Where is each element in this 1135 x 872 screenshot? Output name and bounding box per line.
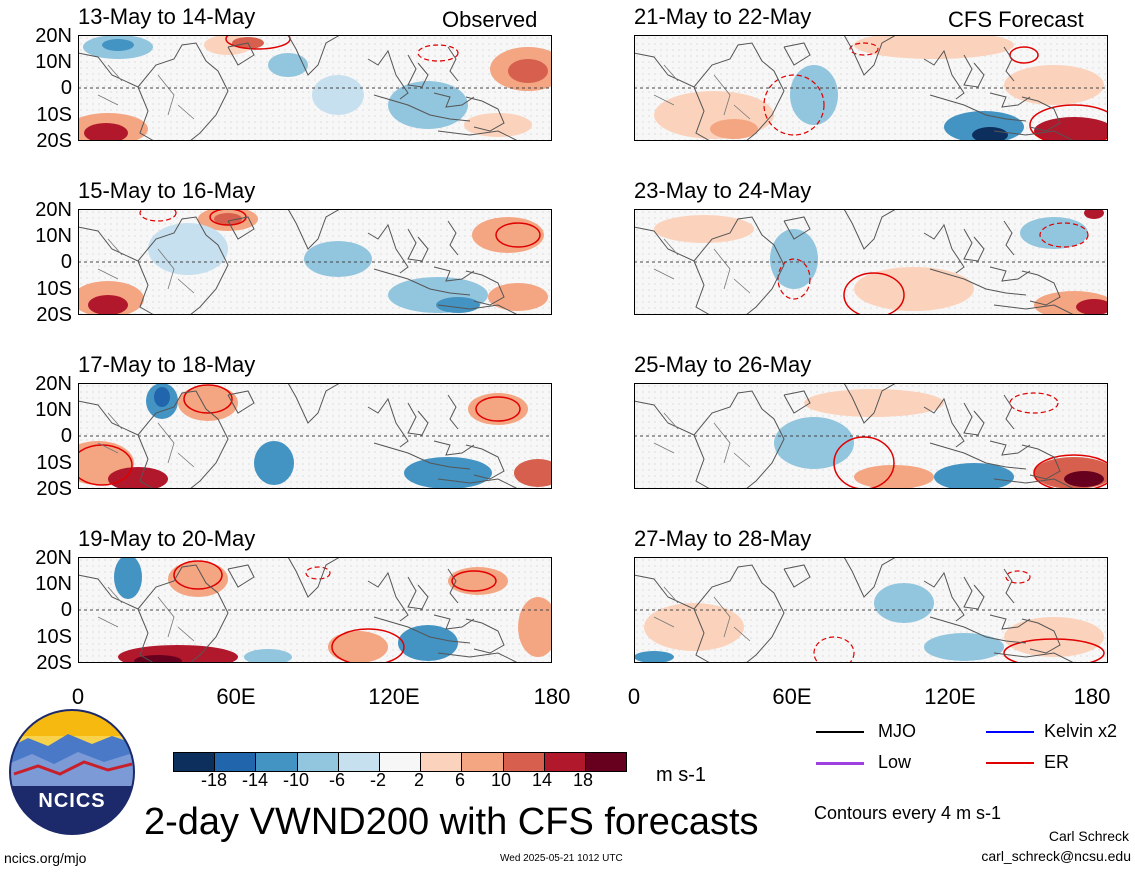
colorbar-tick: 18: [572, 770, 594, 790]
lat-label: 20N: [35, 199, 72, 221]
panel-title-forecast-1: 21-May to 22-May: [634, 4, 812, 29]
lat-label: 0: [60, 425, 72, 447]
lat-label: 20N: [35, 373, 72, 395]
legend-line-mjo: [816, 731, 864, 733]
map-panel-observed-1: [78, 35, 552, 141]
colorbar-swatch: [379, 753, 422, 771]
colorbar-swatch: [297, 753, 339, 771]
map-panel-observed-2: [78, 209, 552, 315]
lat-label: 0: [60, 599, 72, 621]
colorbar-tick: -10: [282, 770, 309, 790]
colorbar-swatch: [503, 753, 545, 771]
lat-label: 10S: [36, 278, 72, 300]
legend-line-er: [986, 762, 1034, 764]
footer-timestamp: Wed 2025-05-21 1012 UTC: [500, 853, 623, 864]
lat-label: 20S: [36, 130, 72, 152]
colorbar-swatch: [256, 753, 298, 771]
lat-label: 0: [60, 251, 72, 273]
legend-label-er: ER: [1044, 752, 1070, 772]
colorbar-swatch: [421, 753, 463, 771]
map-frame: [634, 209, 1108, 315]
legend-label-mjo: MJO: [878, 721, 916, 741]
ncics-logo: NCICS: [8, 708, 136, 836]
map-panel-observed-4: [78, 557, 552, 663]
panel-title-observed-4: 19-May to 20-May: [78, 526, 256, 551]
map-frame: [78, 557, 552, 663]
colorbar-swatch: [215, 753, 257, 771]
figure-title: 2-day VWND200 with CFS forecasts: [144, 801, 759, 843]
legend-label-low: Low: [878, 752, 912, 772]
panel-title-observed-2: 15-May to 16-May: [78, 178, 256, 203]
lat-label: 10N: [35, 573, 72, 595]
lat-label: 20S: [36, 304, 72, 326]
panel-title-observed-1: 13-May to 14-May: [78, 4, 256, 29]
colorbar-swatch: [174, 753, 216, 771]
lon-label: 60E: [772, 684, 812, 709]
panel-title-forecast-3: 25-May to 26-May: [634, 352, 812, 377]
lat-label: 0: [60, 77, 72, 99]
panel-title-forecast-4: 27-May to 28-May: [634, 526, 812, 551]
map-panel-forecast-1: [634, 35, 1108, 141]
lat-label: 10N: [35, 51, 72, 73]
contour-note: Contours every 4 m s-1: [814, 803, 1002, 823]
map-panel-forecast-4: [634, 557, 1108, 663]
colorbar-swatch: [585, 753, 627, 771]
map-panel-observed-3: [78, 383, 552, 489]
lat-label: 20N: [35, 547, 72, 569]
colorbar-tick: -6: [328, 770, 345, 790]
lat-label: 20N: [35, 25, 72, 47]
lat-label: 10S: [36, 626, 72, 648]
map-panel-forecast-3: [634, 383, 1108, 489]
logo-text: NCICS: [38, 790, 106, 812]
colorbar-swatch: [544, 753, 586, 771]
map-frame: [634, 557, 1108, 663]
colorbar-tick: 10: [490, 770, 512, 790]
legend-label-kelvin: Kelvin x2: [1044, 721, 1118, 741]
colorbar-swatch: [338, 753, 380, 771]
lon-label: 180: [533, 684, 571, 709]
lat-label: 10N: [35, 399, 72, 421]
lat-label: 10S: [36, 452, 72, 474]
lat-label: 10S: [36, 104, 72, 126]
map-frame: [78, 35, 552, 141]
map-frame: [634, 35, 1108, 141]
lon-label: 120E: [924, 684, 976, 709]
colorbar-swatch: [462, 753, 504, 771]
colorbar-tick: -14: [241, 770, 268, 790]
footer-url[interactable]: ncics.org/mjo: [4, 850, 87, 866]
lon-label: 0: [627, 684, 641, 709]
lon-label: 180: [1073, 684, 1111, 709]
colorbar-tick: 2: [413, 770, 424, 790]
colorbar-tick: -2: [369, 770, 386, 790]
lat-label: 10N: [35, 225, 72, 247]
lon-label: 0: [71, 684, 85, 709]
forecast-column-label: CFS Forecast: [948, 7, 1084, 32]
legend-line-kelvin: [986, 731, 1034, 733]
lat-label: 20S: [36, 478, 72, 500]
colorbar-tick: 14: [531, 770, 553, 790]
footer-author: Carl Schreck: [1048, 828, 1129, 844]
colorbar-tick: -18: [200, 770, 227, 790]
observed-column-label: Observed: [442, 7, 538, 32]
legend-line-low: [816, 762, 864, 765]
map-panel-forecast-2: [634, 209, 1108, 315]
map-frame: [78, 209, 552, 315]
footer-email[interactable]: carl_schreck@ncsu.edu: [981, 848, 1131, 864]
map-frame: [634, 383, 1108, 489]
colorbar: [173, 752, 627, 772]
lon-label: 60E: [216, 684, 256, 709]
colorbar-unit: m s-1: [656, 764, 706, 786]
panel-title-forecast-2: 23-May to 24-May: [634, 178, 812, 203]
panel-title-observed-3: 17-May to 18-May: [78, 352, 256, 377]
map-frame: [78, 383, 552, 489]
lon-label: 120E: [368, 684, 420, 709]
colorbar-tick: 6: [454, 770, 465, 790]
lat-label: 20S: [36, 652, 72, 674]
